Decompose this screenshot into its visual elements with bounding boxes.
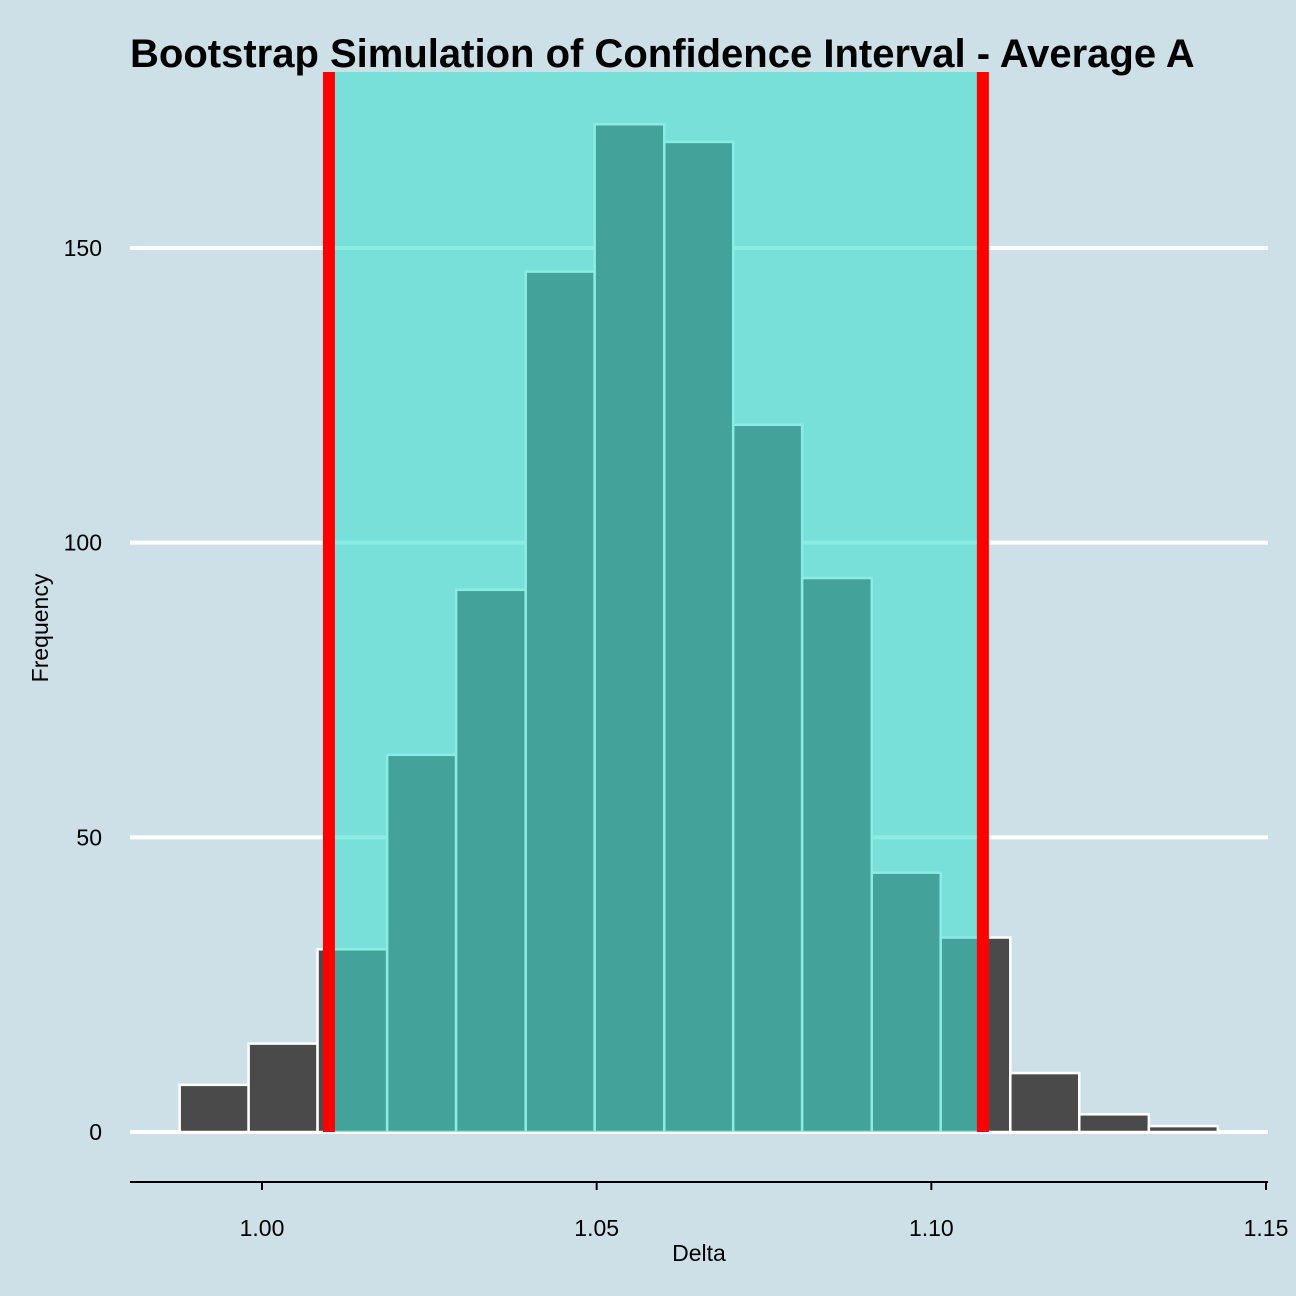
y-tick-label-150: 150: [64, 235, 102, 261]
histogram-bar-14: [1078, 1113, 1151, 1134]
y-axis-ticks: 0 50 100 150: [64, 235, 102, 1145]
confidence-interval: [322, 72, 989, 1132]
histogram-bar-2: [247, 1042, 319, 1134]
x-axis-label: Delta: [672, 1240, 726, 1266]
x-tick-label-1.15: 1.15: [1244, 1215, 1289, 1241]
y-tick-label-100: 100: [64, 530, 102, 556]
histogram-bar-15: [1147, 1124, 1220, 1134]
y-axis-label: Frequency: [27, 573, 53, 682]
x-tick-label-1.05: 1.05: [574, 1215, 619, 1241]
histogram-bar-13: [1009, 1071, 1081, 1134]
histogram-bar-1: [178, 1083, 250, 1134]
x-tick-label-1.10: 1.10: [909, 1215, 954, 1241]
x-tick-label-1.00: 1.00: [240, 1215, 285, 1241]
chart-title: Bootstrap Simulation of Confidence Inter…: [130, 32, 1195, 76]
x-axis: 1.00 1.05 1.10 1.15: [130, 1181, 1289, 1241]
confidence-interval-band: [328, 72, 983, 1132]
y-tick-label-50: 50: [76, 824, 102, 850]
y-tick-label-0: 0: [89, 1119, 102, 1145]
